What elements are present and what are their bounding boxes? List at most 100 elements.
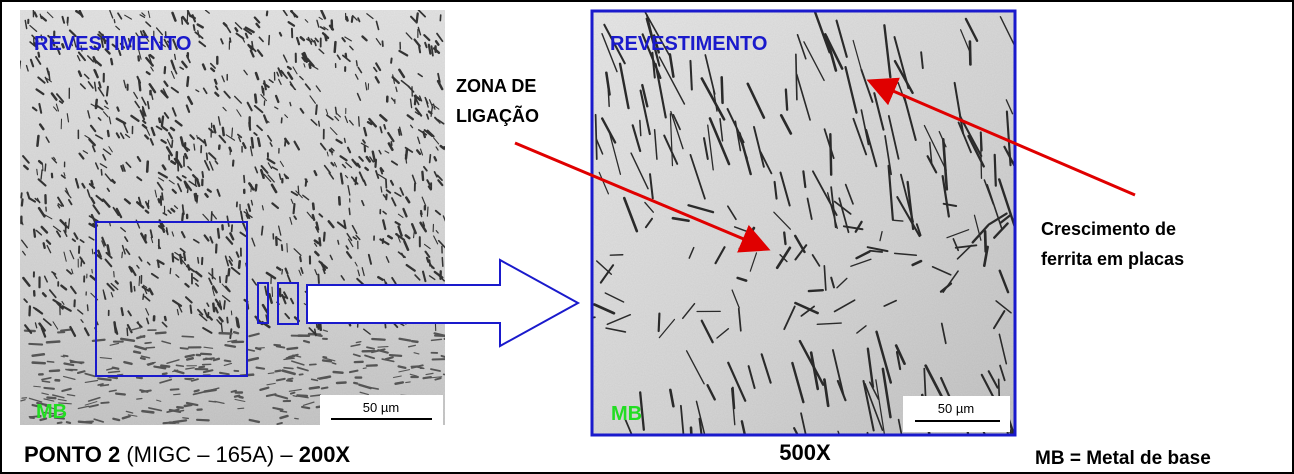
caption-magnification: 200X — [299, 442, 351, 467]
texture-streak — [143, 294, 144, 299]
texture-streak — [98, 378, 110, 379]
caption-process: (MIGC – 165A) – — [126, 442, 293, 467]
texture-streak — [419, 47, 420, 53]
texture-streak — [335, 42, 336, 52]
texture-streak — [39, 161, 42, 163]
texture-streak — [185, 154, 187, 158]
texture-streak — [282, 270, 283, 274]
texture-streak — [252, 42, 253, 50]
texture-streak — [294, 204, 295, 213]
texture-streak — [211, 212, 212, 222]
texture-streak — [269, 36, 270, 45]
texture-streak — [372, 339, 384, 340]
texture-streak — [336, 107, 337, 114]
texture-streak — [171, 389, 179, 390]
texture-streak — [201, 354, 211, 355]
texture-streak — [995, 155, 996, 186]
texture-streak — [148, 102, 149, 109]
texture-streak — [148, 204, 149, 207]
texture-streak — [429, 112, 432, 114]
texture-streak — [430, 155, 431, 163]
texture-streak — [310, 64, 311, 68]
texture-streak — [183, 210, 184, 214]
texture-streak — [213, 304, 214, 311]
texture-streak — [251, 185, 252, 192]
texture-streak — [47, 342, 59, 343]
texture-streak — [223, 128, 224, 135]
texture-streak — [196, 194, 197, 201]
texture-streak — [262, 86, 263, 92]
texture-streak — [172, 140, 173, 147]
label-top: REVESTIMENTO — [34, 33, 191, 55]
texture-streak — [187, 358, 192, 359]
texture-streak — [147, 162, 148, 172]
texture-streak — [182, 336, 193, 337]
texture-streak — [188, 265, 189, 269]
texture-streak — [185, 405, 192, 406]
texture-streak — [784, 232, 785, 244]
annotation: Crescimento de — [1041, 219, 1176, 239]
texture-streak — [315, 171, 317, 175]
texture-streak — [429, 45, 431, 54]
texture-streak — [194, 144, 195, 150]
texture-streak — [145, 343, 151, 344]
texture-streak — [435, 157, 436, 160]
texture-streak — [432, 46, 433, 56]
texture-streak — [313, 215, 314, 220]
texture-streak — [225, 360, 231, 361]
texture-streak — [355, 178, 356, 185]
texture-streak — [220, 373, 229, 374]
texture-streak — [280, 33, 281, 36]
texture-streak — [139, 80, 140, 90]
annotation: ZONA DE — [456, 76, 536, 96]
texture-streak — [262, 227, 263, 235]
texture-streak — [338, 240, 339, 244]
texture-streak — [195, 390, 199, 391]
texture-streak — [165, 317, 166, 320]
texture-streak — [162, 117, 163, 126]
texture-streak — [232, 225, 233, 231]
texture-streak — [139, 276, 140, 285]
caption: PONTO 2 (MIGC – 165A) – 200X — [24, 442, 350, 467]
texture-streak — [596, 115, 597, 159]
texture-streak — [363, 368, 366, 369]
texture-streak — [101, 402, 108, 403]
texture-streak — [92, 249, 93, 254]
texture-streak — [134, 352, 140, 353]
texture-streak — [202, 172, 203, 177]
label-bottom: MB — [611, 403, 642, 425]
texture-streak — [207, 153, 208, 159]
texture-streak — [122, 252, 123, 257]
texture-streak — [181, 348, 188, 349]
texture-streak — [293, 396, 297, 397]
texture-streak — [388, 236, 391, 238]
texture-streak — [124, 362, 131, 364]
texture-streak — [127, 328, 128, 335]
texture-streak — [318, 335, 322, 336]
texture-streak — [332, 363, 335, 364]
texture-streak — [137, 378, 142, 379]
texture-streak — [174, 394, 180, 395]
texture-streak — [158, 261, 159, 267]
texture-streak — [277, 379, 285, 380]
texture-streak — [240, 397, 243, 398]
texture-streak — [186, 355, 194, 357]
texture-streak — [173, 254, 174, 262]
texture-streak — [111, 59, 112, 64]
texture-streak — [310, 387, 319, 388]
texture-streak — [365, 168, 367, 170]
texture-streak — [87, 305, 88, 311]
texture-streak — [159, 199, 160, 202]
texture-streak — [318, 275, 319, 283]
texture-streak — [226, 276, 227, 282]
texture-streak — [209, 401, 216, 402]
texture-streak — [344, 221, 345, 229]
texture-streak — [830, 134, 831, 174]
texture-streak — [287, 348, 297, 349]
texture-streak — [298, 395, 307, 396]
texture-streak — [156, 333, 165, 334]
texture-streak — [256, 185, 257, 190]
texture-streak — [221, 323, 222, 332]
texture-streak — [258, 138, 259, 145]
texture-streak — [423, 132, 424, 137]
